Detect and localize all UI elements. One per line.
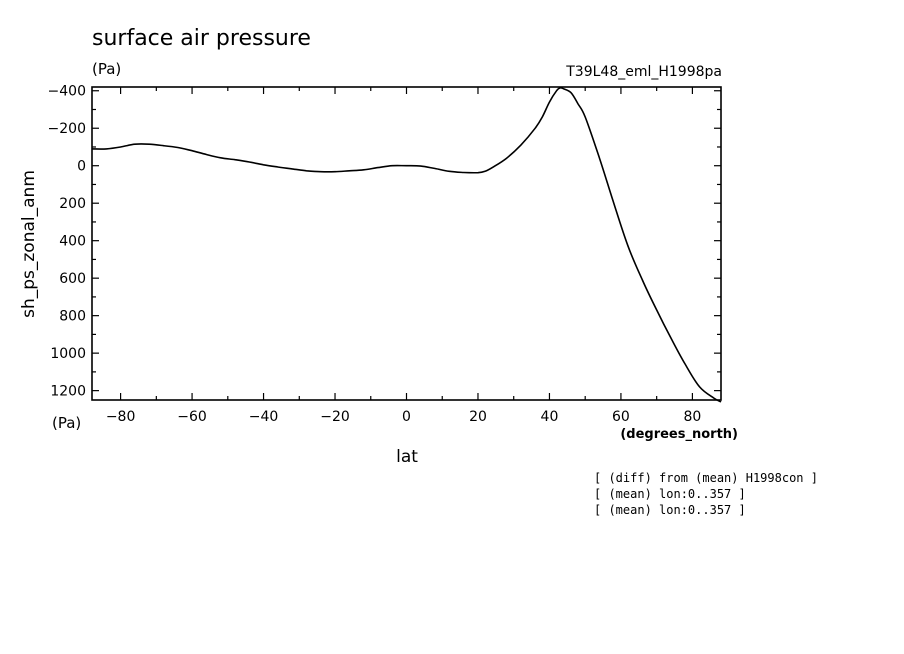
x-tick-label: 20 [469, 409, 487, 425]
y-tick-label: −200 [48, 121, 86, 137]
plot-frame [91, 86, 722, 401]
y-tick-label: 400 [59, 234, 86, 250]
x-axis-unit: (degrees_north) [620, 427, 738, 442]
y-axis-unit: (Pa) [52, 414, 81, 432]
y-tick-label: 800 [59, 309, 86, 325]
y-axis-ticks: −400 −200 0 200 400 600 800 1000 1200 [48, 84, 721, 400]
x-axis-ticks: −80 −60 −40 −20 0 20 40 60 80 [106, 87, 701, 425]
y-tick-label: 1200 [50, 384, 86, 400]
x-axis-label: lat [396, 447, 418, 467]
note-line-1: [ (diff) from (mean) H1998con ] [594, 471, 818, 485]
y-tick-label: 1000 [50, 346, 86, 362]
y-axis-label: sh_ps_zonal_anm [19, 170, 39, 318]
x-tick-label: −20 [320, 409, 350, 425]
y-tick-label: 600 [59, 271, 86, 287]
series-line [91, 87, 722, 403]
run-label: T39L48_eml_H1998pa [565, 64, 722, 80]
title-unit: (Pa) [92, 60, 121, 78]
note-line-2: [ (mean) lon:0..357 ] [594, 487, 746, 501]
x-tick-label: 60 [612, 409, 630, 425]
chart-title: surface air pressure [92, 26, 311, 51]
x-tick-label: 0 [402, 409, 411, 425]
x-tick-label: −40 [249, 409, 279, 425]
x-tick-label: −80 [106, 409, 136, 425]
x-tick-label: 40 [541, 409, 559, 425]
y-tick-label: 200 [59, 196, 86, 212]
y-tick-label: 0 [77, 159, 86, 175]
y-tick-label: −400 [48, 84, 86, 100]
x-tick-label: 80 [683, 409, 701, 425]
x-tick-label: −60 [177, 409, 207, 425]
note-line-3: [ (mean) lon:0..357 ] [594, 503, 746, 517]
